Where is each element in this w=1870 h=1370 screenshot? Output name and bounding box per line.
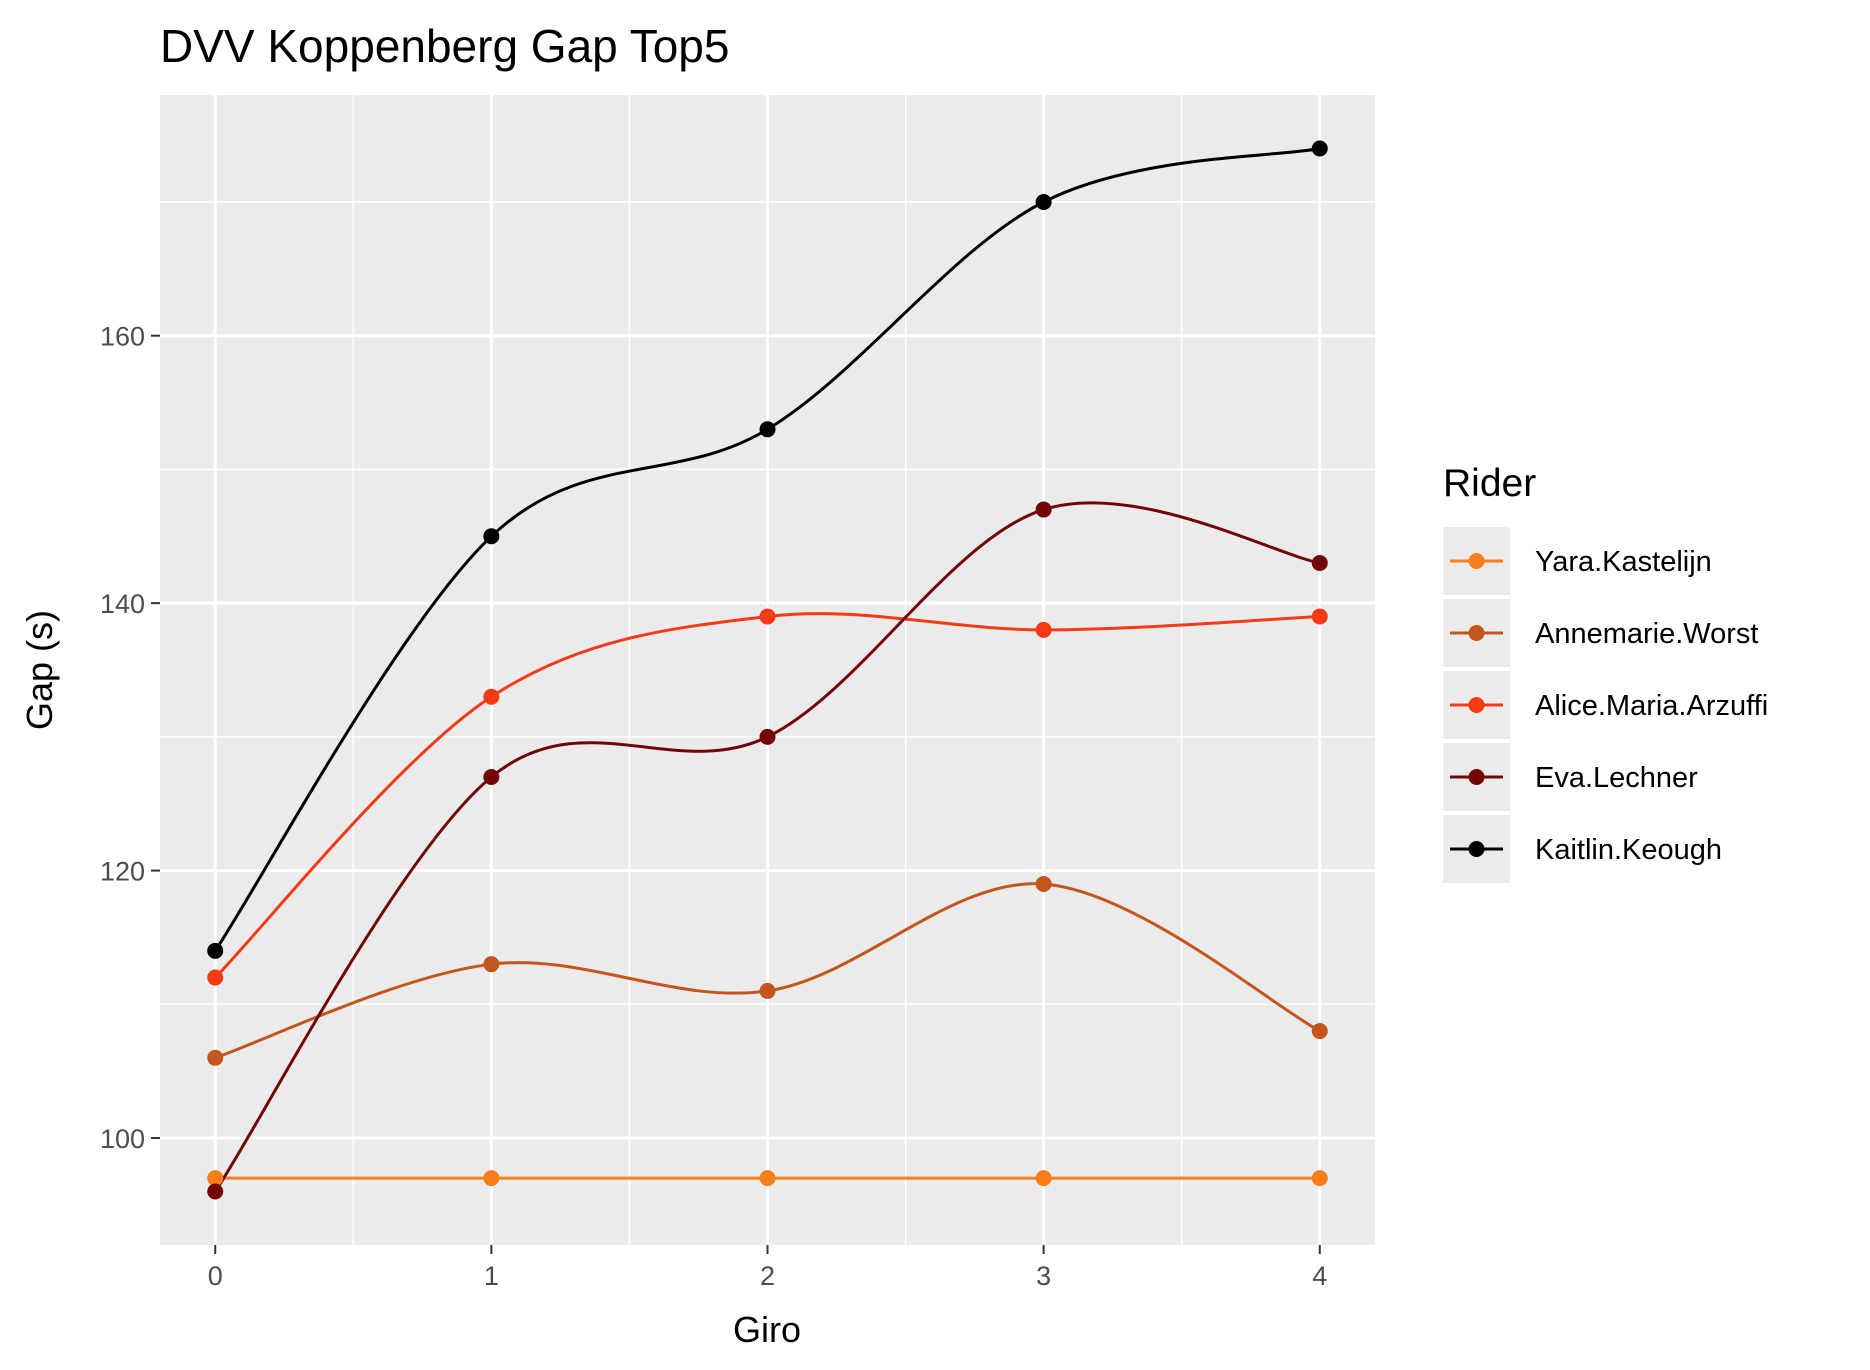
data-point-yara-kastelijn	[759, 1170, 776, 1187]
legend-label: Kaitlin.Keough	[1535, 834, 1722, 866]
series-line-kaitlin-keough	[213, 147, 1321, 952]
data-point-alice-maria-arzuffi	[1035, 621, 1052, 638]
legend-key-point	[1468, 697, 1485, 713]
legend-title: Rider	[1443, 462, 1536, 505]
major-gridlines	[160, 95, 1375, 1245]
data-point-kaitlin-keough	[1311, 140, 1328, 157]
data-point-yara-kastelijn	[207, 1170, 224, 1187]
legend-item-yara-kastelijn: Yara.Kastelijn	[1443, 527, 1712, 595]
y-axis: 100 120 140 160	[100, 322, 160, 1154]
data-point-kaitlin-keough	[483, 528, 500, 545]
x-tick-label: 4	[1312, 1261, 1327, 1291]
data-point-eva-lechner	[759, 728, 776, 745]
chart-title: DVV Koppenberg Gap Top5	[160, 20, 729, 72]
legend-label: Annemarie.Worst	[1535, 618, 1759, 650]
data-point-kaitlin-keough	[759, 421, 776, 438]
legend-item-eva-lechner: Eva.Lechner	[1443, 743, 1698, 811]
x-tick-label: 2	[760, 1261, 775, 1291]
data-point-kaitlin-keough	[207, 942, 224, 959]
y-tick-label: 120	[100, 857, 145, 887]
legend: Rider Yara.Kastelijn Annemarie.Worst Alice…	[1443, 462, 1768, 883]
series-line-alice-maria-arzuffi	[214, 612, 1320, 979]
x-tick-label: 1	[484, 1261, 499, 1291]
legend-label: Eva.Lechner	[1535, 762, 1698, 794]
data-point-kaitlin-keough	[1035, 193, 1052, 210]
x-tick-label: 3	[1036, 1261, 1051, 1291]
data-point-eva-lechner	[483, 768, 500, 785]
y-tick-label: 100	[100, 1124, 145, 1154]
data-point-annemarie-worst	[759, 982, 776, 999]
data-point-eva-lechner	[1035, 501, 1052, 518]
legend-key-point	[1468, 769, 1485, 785]
data-point-alice-maria-arzuffi	[207, 969, 224, 986]
data-point-alice-maria-arzuffi	[483, 688, 500, 705]
x-axis-title: Giro	[733, 1309, 801, 1350]
legend-item-kaitlin-keough: Kaitlin.Keough	[1443, 815, 1722, 883]
legend-items: Yara.Kastelijn Annemarie.Worst Alice.Maria…	[1443, 527, 1768, 883]
data-point-annemarie-worst	[1035, 875, 1052, 892]
data-point-alice-maria-arzuffi	[1311, 608, 1328, 625]
data-point-eva-lechner	[207, 1183, 224, 1200]
y-tick-label: 140	[100, 589, 145, 619]
data-point-yara-kastelijn	[483, 1170, 500, 1187]
legend-label: Alice.Maria.Arzuffi	[1535, 690, 1768, 722]
data-point-alice-maria-arzuffi	[759, 608, 776, 625]
data-point-yara-kastelijn	[1035, 1170, 1052, 1187]
x-axis: 0 1 2 3 4	[208, 1245, 1327, 1291]
data-point-yara-kastelijn	[1311, 1170, 1328, 1187]
legend-key-point	[1468, 625, 1485, 641]
legend-key-point	[1468, 553, 1485, 569]
data-point-eva-lechner	[1311, 555, 1328, 572]
series-points	[207, 140, 1328, 1200]
data-point-annemarie-worst	[1311, 1023, 1328, 1040]
y-axis-title: Gap (s)	[19, 610, 60, 730]
legend-item-alice-maria-arzuffi: Alice.Maria.Arzuffi	[1443, 671, 1768, 739]
data-point-annemarie-worst	[483, 956, 500, 973]
y-tick-label: 160	[100, 322, 145, 352]
legend-key-point	[1468, 841, 1485, 857]
legend-item-annemarie-worst: Annemarie.Worst	[1443, 599, 1759, 667]
series-line-eva-lechner	[213, 501, 1321, 1193]
x-tick-label: 0	[208, 1261, 223, 1291]
legend-label: Yara.Kastelijn	[1535, 546, 1712, 578]
data-point-annemarie-worst	[207, 1049, 224, 1066]
